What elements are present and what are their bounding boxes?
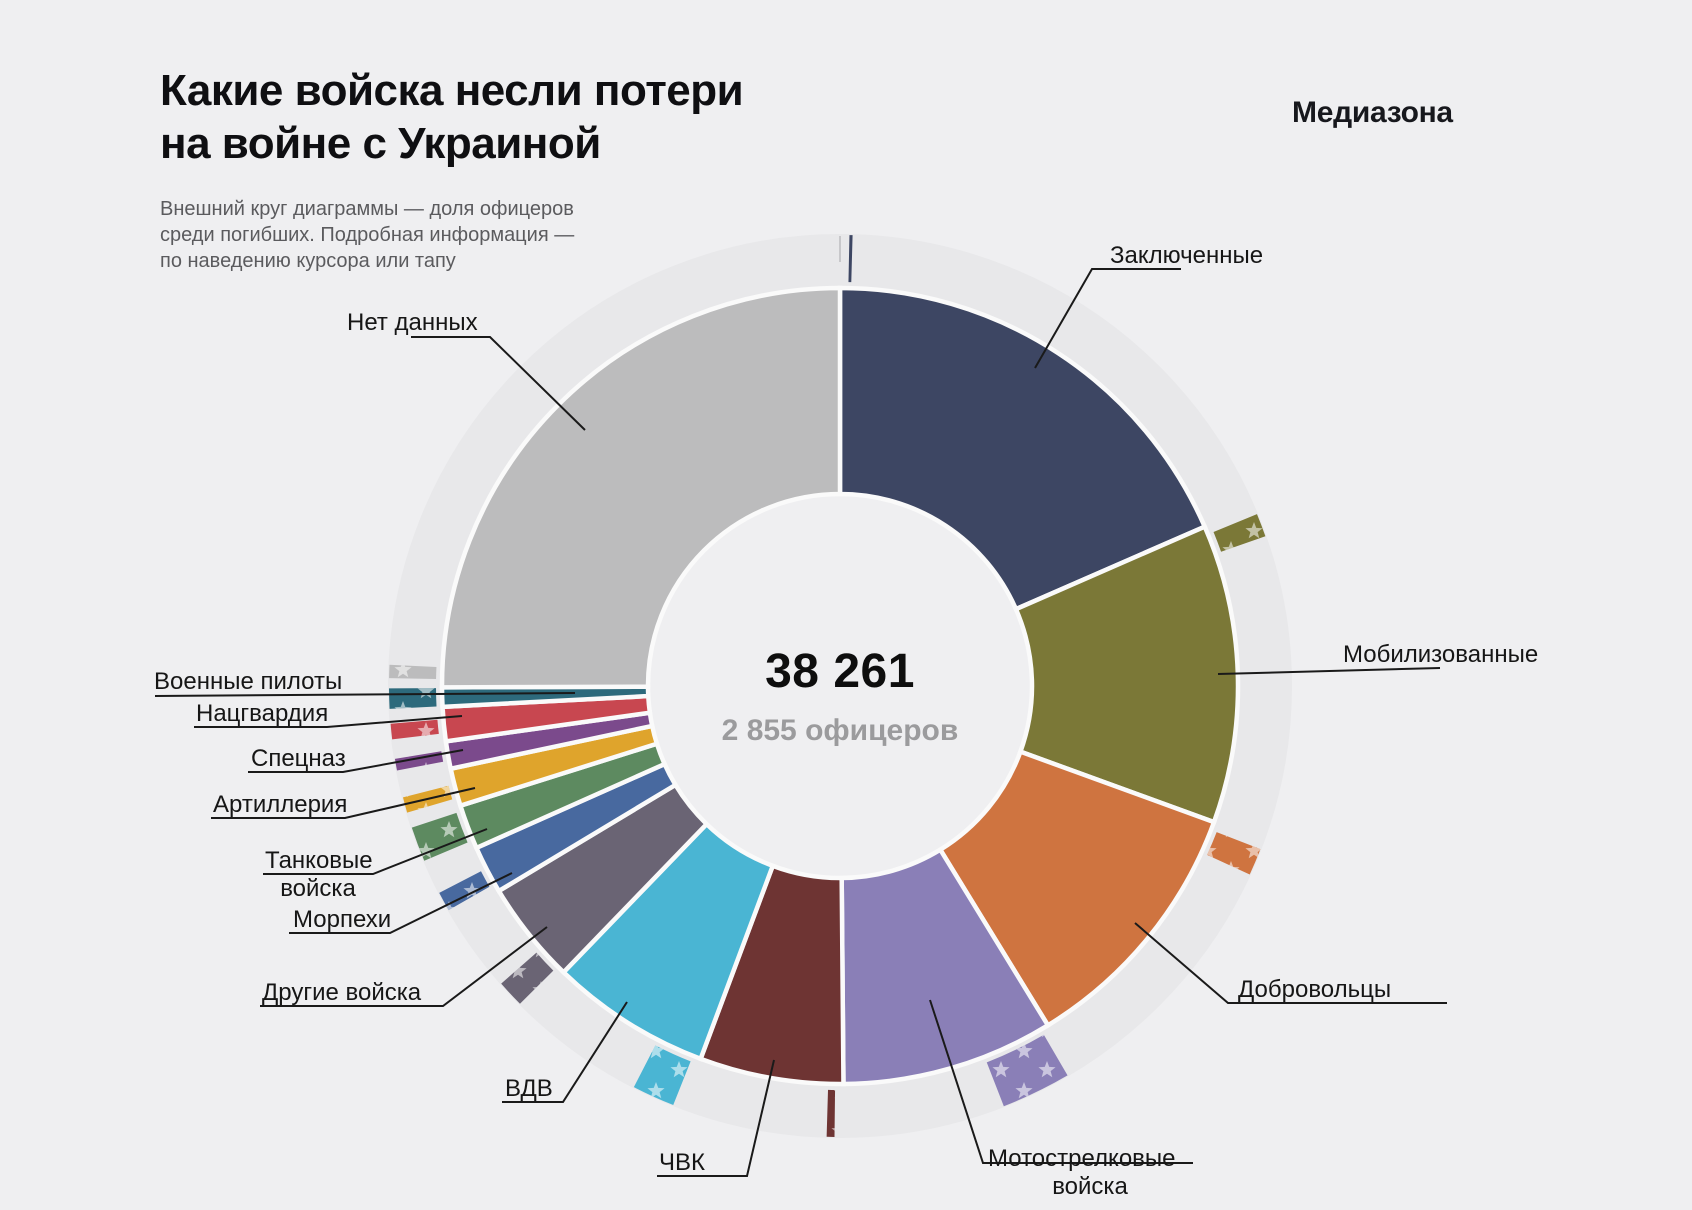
leader-line-7 [289, 872, 513, 934]
segment-label-10: Спецназ [251, 745, 346, 772]
segment-label-6: Другие войска [262, 979, 422, 1006]
leader-line-1 [1217, 667, 1441, 675]
segment-labels-group: Заключенные Мобилизованные Добровольцы Мото… [154, 242, 1538, 1200]
officer-arc-stars-1 [1213, 514, 1266, 552]
segment-label-0: Заключенные [1110, 242, 1263, 269]
segment-label-7: Морпехи [293, 906, 391, 933]
total-deaths-value: 38 261 [765, 645, 915, 698]
leader-line-10 [248, 749, 464, 773]
officer-arc-stars-2 [1207, 832, 1261, 875]
officer-arc-stars-3 [986, 1034, 1068, 1107]
leader-line-12 [154, 692, 576, 697]
leader-line-2 [1134, 922, 1447, 1004]
page-subtitle: Внешний круг диаграммы — доля офицеров с… [160, 198, 575, 272]
leader-line-0 [1034, 268, 1181, 369]
officer-arc-stars-8 [411, 812, 468, 861]
segment-wedge-13[interactable] [439, 285, 843, 690]
segment-label-2: Добровольцы [1238, 976, 1391, 1003]
segment-label-13: Нет данных [347, 309, 478, 336]
segment-label-1: Мобилизованные [1343, 641, 1538, 668]
officer-arc-stars-13 [389, 664, 437, 679]
mediazona-logo: Медиазона [1292, 96, 1453, 129]
segment-label-3-line2: войска [1052, 1173, 1128, 1200]
officers-count: 2 855 офицеров [722, 714, 959, 747]
leader-line-13 [411, 336, 586, 431]
segment-label-5: ВДВ [505, 1075, 553, 1102]
leader-line-5 [502, 1001, 628, 1103]
leader-line-11 [194, 715, 463, 728]
leader-line-6 [260, 926, 548, 1007]
officer-arc-stars-4 [826, 1089, 836, 1137]
leader-line-9 [211, 787, 476, 819]
segment-label-4: ЧВК [659, 1149, 705, 1176]
segment-label-8-line2: войска [280, 875, 356, 902]
leader-line-8 [263, 828, 488, 875]
officer-arc-stars-11 [390, 719, 439, 740]
leader-line-3 [929, 999, 1193, 1164]
segment-wedge-0[interactable] [837, 285, 1208, 613]
segment-label-11: Нацгвардия [196, 700, 328, 727]
officer-arc-stars-6 [501, 952, 554, 1004]
segment-label-8: Танковые [265, 847, 373, 874]
officer-arcs-group [389, 235, 1266, 1137]
segments-group [439, 285, 1241, 1087]
officer-arc-stars-7 [439, 871, 490, 911]
page-title: Какие войска несли потери на войне с Укр… [160, 66, 744, 168]
leader-line-4 [657, 1059, 775, 1177]
segment-label-9: Артиллерия [213, 791, 347, 818]
officer-arc-stars-5 [633, 1045, 691, 1106]
officer-arc-stars-0 [848, 235, 853, 283]
segment-wedge-1[interactable] [1012, 523, 1241, 826]
segment-label-12: Военные пилоты [154, 668, 342, 695]
segment-wedge-2[interactable] [937, 748, 1217, 1029]
segment-label-3: Мотострелковые [988, 1145, 1176, 1172]
officer-arc-stars-12 [389, 688, 437, 709]
